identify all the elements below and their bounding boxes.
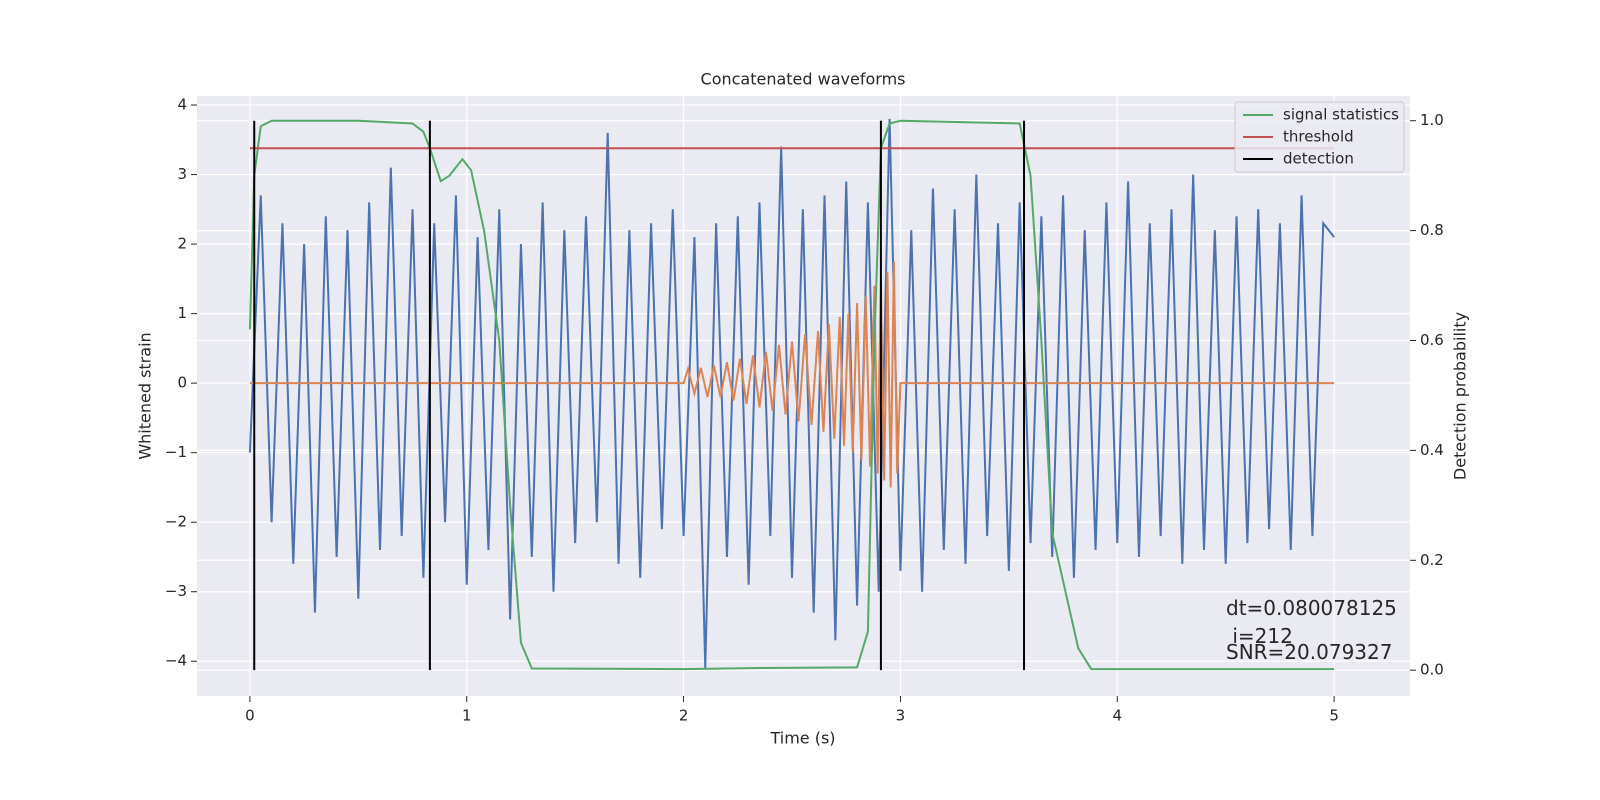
overlay: 0 1 2 3 4 5 −4 −3 −2 −1 0 1 2 3 4 0.0 0.2 0.4 0.6 0.8 1.0 sig… (165, 96, 1444, 725)
y-tick-label: −4 (165, 652, 187, 670)
legend: signal statistics threshold detection (1234, 101, 1405, 173)
y-tick-label: −3 (165, 582, 187, 600)
y2-tick-label: 0.4 (1420, 441, 1444, 459)
x-tick-label: 1 (462, 707, 472, 725)
y-tick-label: −1 (165, 443, 187, 461)
legend-label: threshold (1283, 128, 1354, 146)
y2-tick-label: 1.0 (1420, 111, 1444, 129)
x-tick-label: 0 (245, 707, 255, 725)
marks (248, 118, 1335, 671)
y-tick-label: 3 (177, 165, 187, 183)
x-tick-label: 3 (896, 707, 906, 725)
y2-axis-label: Detection probability (1451, 312, 1470, 480)
x-tick-label: 5 (1329, 707, 1339, 725)
annotation: i=212 (1226, 624, 1293, 648)
y-tick-label: 4 (177, 96, 187, 114)
y-tick-label: 0 (177, 374, 187, 392)
annotation: dt=0.080078125 (1226, 596, 1397, 620)
x-axis-label: Time (s) (769, 729, 835, 748)
series-line (248, 119, 1335, 671)
x-tick-label: 2 (679, 707, 689, 725)
plot-area (197, 96, 1410, 696)
x-tick-label: 4 (1112, 707, 1122, 725)
legend-box (1234, 101, 1405, 173)
y-tick-label: 2 (177, 235, 187, 253)
y-tick-label: −2 (165, 513, 187, 531)
y-tick-label: 1 (177, 304, 187, 322)
y2-tick-label: 0.0 (1420, 661, 1444, 679)
y2-tick-label: 0.8 (1420, 221, 1444, 239)
y2-tick-label: 0.6 (1420, 331, 1444, 349)
y-axis-label: Whitened strain (136, 332, 155, 459)
chart-title: Concatenated waveforms (701, 70, 906, 89)
y2-tick-label: 0.2 (1420, 551, 1444, 569)
legend-label: signal statistics (1283, 106, 1399, 124)
annotation: SNR=20.079327 (1226, 640, 1392, 664)
legend-label: detection (1283, 150, 1354, 168)
